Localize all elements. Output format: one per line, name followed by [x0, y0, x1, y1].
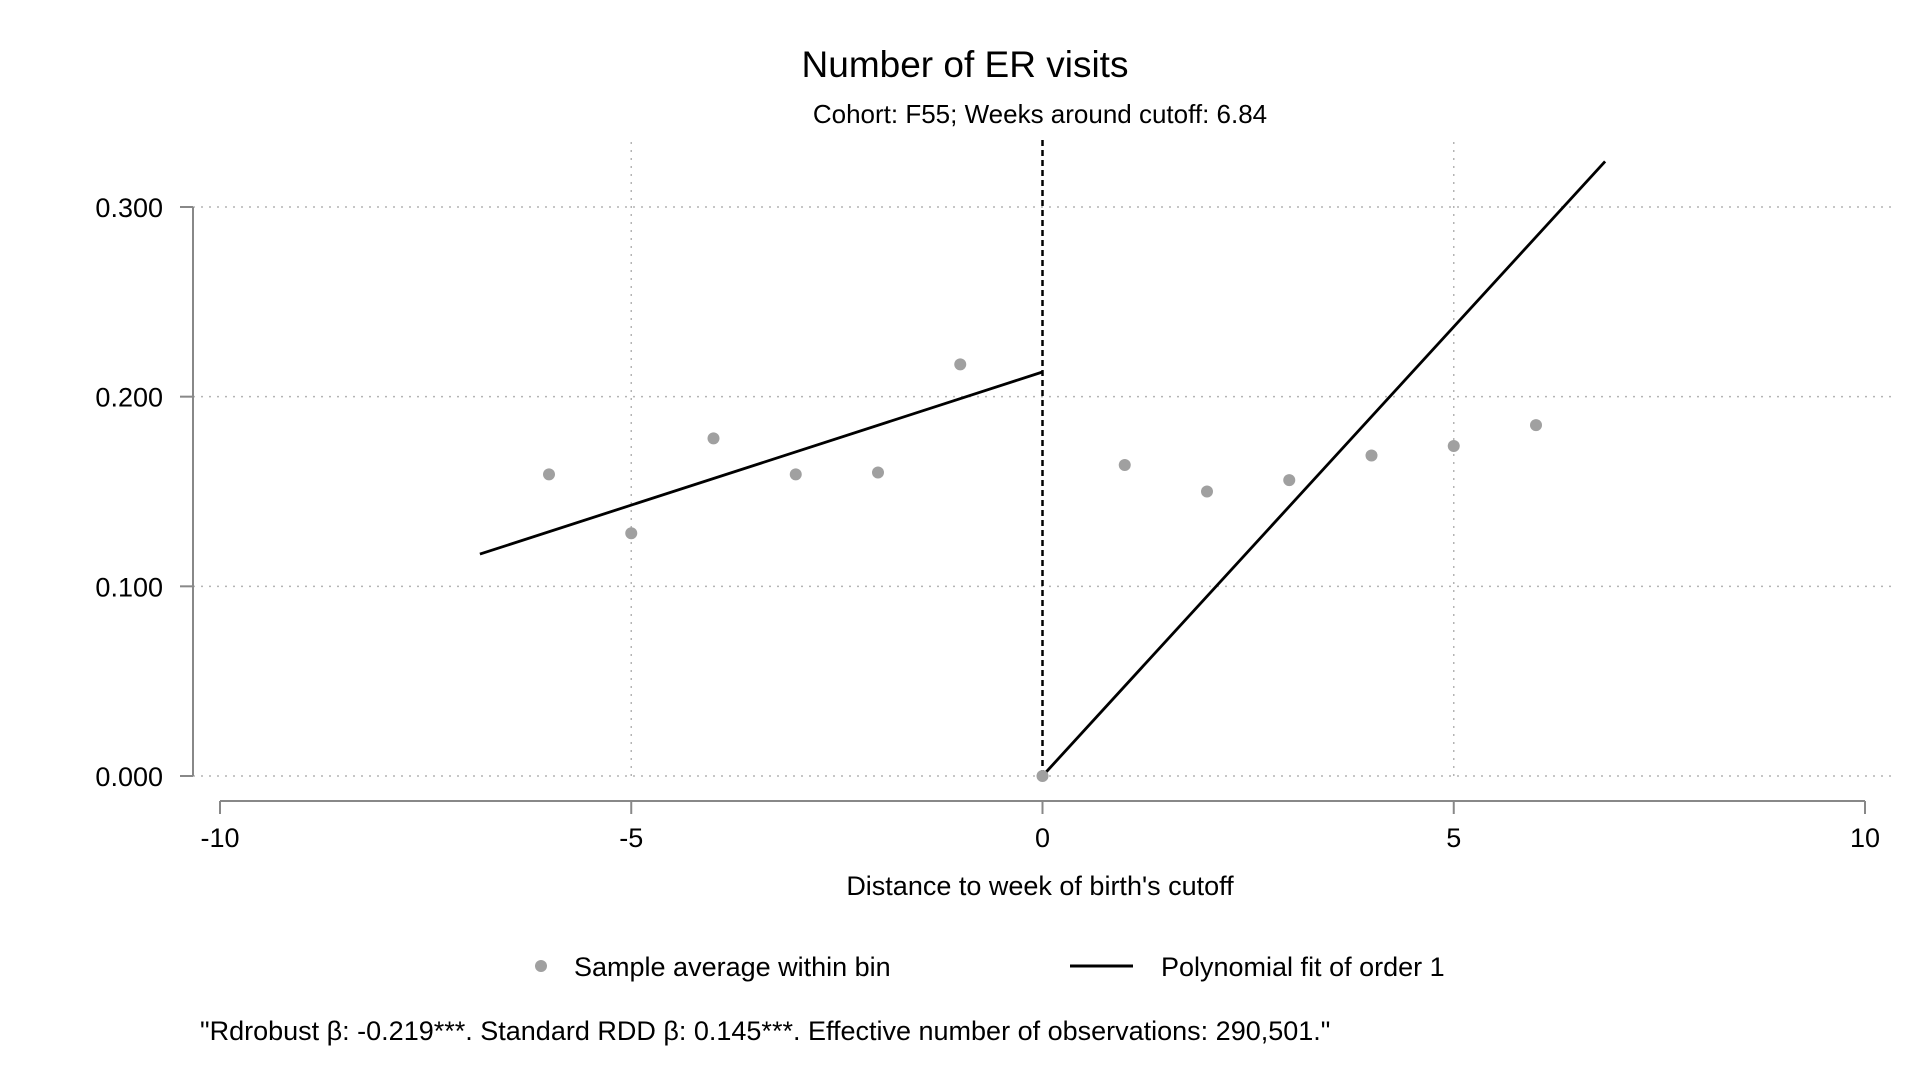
fit-line-segment	[479, 370, 1043, 556]
legend-label-scatter: Sample average within bin	[574, 952, 891, 982]
axes: 0.000 0.100 0.200 0.300 -10 -5 0 5 10	[95, 193, 1880, 853]
legend-label-line: Polynomial fit of order 1	[1161, 952, 1445, 982]
x-axis-label: Distance to week of birth's cutoff	[846, 871, 1234, 901]
x-tick-label: 10	[1850, 823, 1880, 853]
data-point	[1118, 458, 1131, 471]
x-tick-label: 0	[1035, 823, 1050, 853]
y-tick-label: 0.100	[95, 572, 163, 602]
data-point	[1530, 419, 1542, 432]
plot-data	[479, 140, 1607, 782]
y-tick-label: 0.000	[95, 762, 163, 792]
chart-title: Number of ER visits	[802, 44, 1129, 85]
data-point	[789, 468, 802, 481]
x-tick-label: 5	[1446, 823, 1461, 853]
fit-line-segment	[1041, 160, 1607, 777]
data-point	[1201, 485, 1213, 498]
legend-marker-scatter	[535, 960, 547, 972]
y-tick-label: 0.200	[95, 383, 163, 413]
data-point	[1283, 474, 1296, 487]
chart-note: "Rdrobust β: -0.219***. Standard RDD β: …	[200, 1016, 1330, 1046]
data-point	[707, 432, 720, 445]
data-point	[543, 468, 555, 481]
x-tick-label: -10	[200, 823, 239, 853]
data-point	[872, 466, 884, 479]
data-point	[954, 358, 967, 371]
data-point	[625, 527, 638, 540]
chart-subtitle: Cohort: F55; Weeks around cutoff: 6.84	[813, 99, 1267, 129]
y-tick-label: 0.300	[95, 193, 163, 223]
data-point	[1365, 449, 1378, 462]
data-point	[1036, 770, 1049, 782]
x-tick-label: -5	[619, 823, 643, 853]
chart-text: Number of ER visits Cohort: F55; Weeks a…	[200, 44, 1445, 1046]
data-point	[1447, 439, 1460, 452]
